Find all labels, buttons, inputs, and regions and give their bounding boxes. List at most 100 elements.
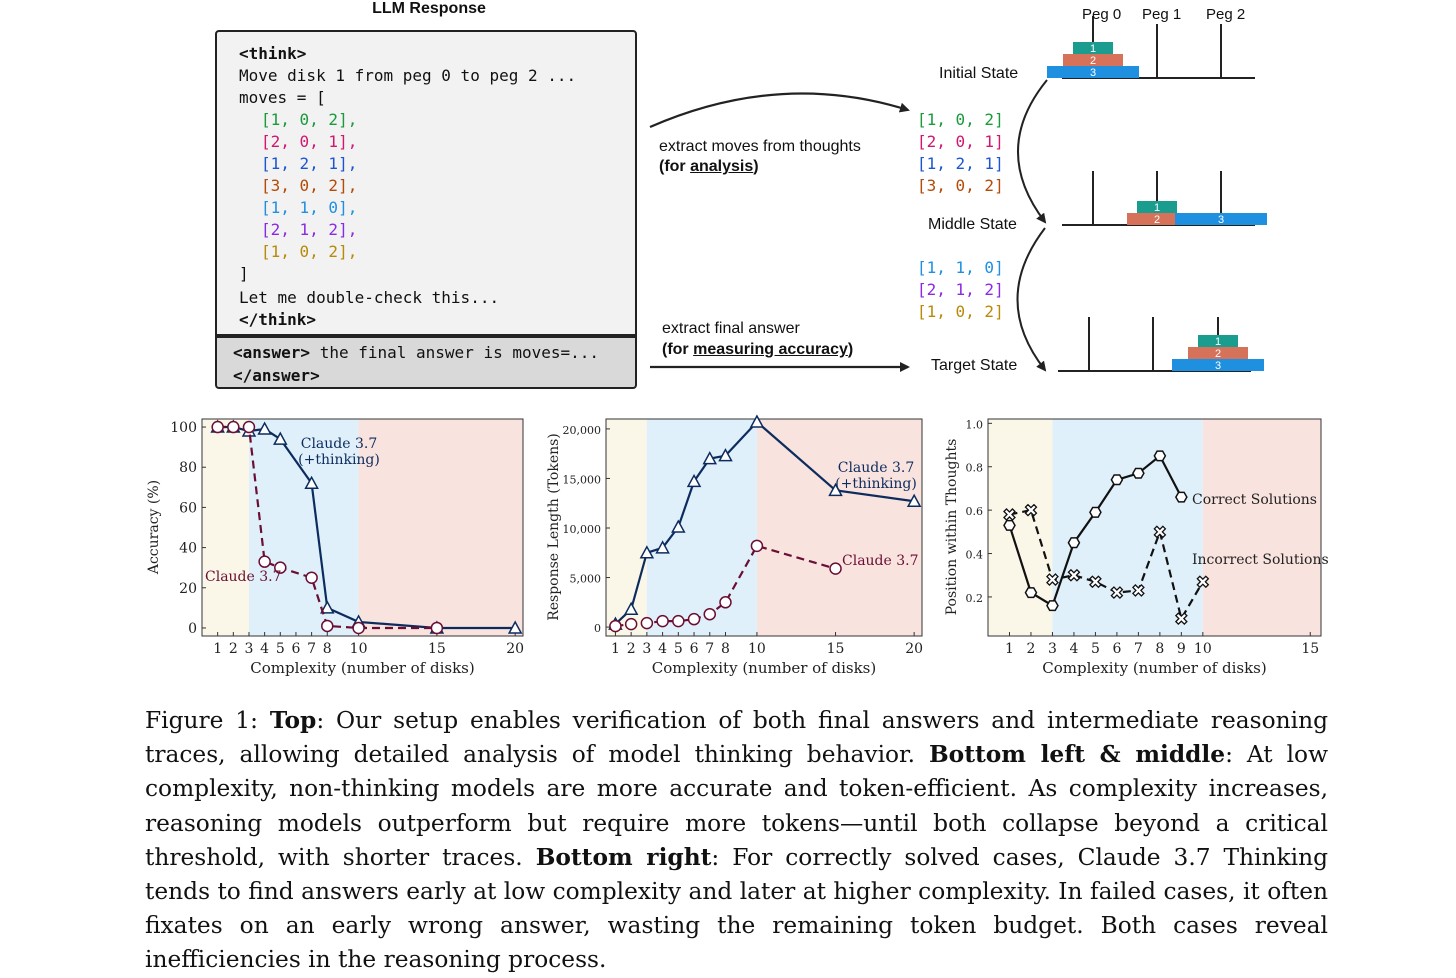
y-tick-label: 1.0 — [966, 418, 984, 431]
disk-1 — [1198, 335, 1238, 347]
move-line: [2, 0, 1], — [261, 132, 358, 151]
y-tick-label: 0 — [594, 622, 601, 635]
disk-3 — [1175, 213, 1267, 225]
x-tick-label: 15 — [428, 641, 446, 657]
data-point — [257, 421, 272, 435]
moves-close: ] — [239, 264, 249, 283]
complexity-region — [988, 419, 1053, 636]
data-point — [258, 555, 271, 568]
data-point — [639, 545, 655, 559]
accuracy-chart: 1 2 3 4 5 6 7 8 10 15 20 0 20 40 60 80 100 Complexity (nu… — [146, 418, 524, 677]
x-axis-label: Complexity (number of disks) — [652, 659, 876, 677]
move-line: [1, 0, 2], — [261, 110, 358, 129]
move-line: [3, 0, 2], — [261, 176, 358, 195]
response-length-chart: 1 2 3 4 5 6 7 8 10 15 20 0 5,000 10,000 15,000 20,000 Co… — [546, 414, 923, 677]
complexity-region — [756, 419, 922, 636]
disk-2 — [1063, 54, 1123, 66]
answer-line: <answer> the final answer is moves=... — [233, 343, 599, 362]
extract-moves-label: extract moves from thoughts — [659, 138, 861, 155]
data-point — [1046, 573, 1059, 586]
series-label: (+thinking) — [298, 452, 380, 468]
data-point — [274, 561, 287, 574]
data-point — [1153, 450, 1167, 462]
x-tick-label: 3 — [1048, 641, 1057, 657]
x-tick-label: 7 — [307, 641, 316, 657]
data-point — [829, 562, 842, 575]
for-accuracy-label: (for measuring accuracy) — [662, 341, 854, 358]
data-point — [1110, 474, 1124, 486]
x-tick-label: 6 — [291, 641, 300, 657]
complexity-region — [358, 419, 523, 636]
figure-caption: Figure 1: Top: Our setup enables verific… — [145, 704, 1328, 978]
disk-label: 2 — [1154, 214, 1160, 226]
initial-state-label: Initial State — [939, 65, 1019, 82]
data-point — [656, 614, 669, 628]
caption-mid-bold: Bottom left & middle — [928, 741, 1226, 769]
x-tick-label: 8 — [721, 641, 730, 657]
x-tick-label: 4 — [1069, 641, 1078, 657]
data-point — [1089, 575, 1102, 589]
data-point — [719, 596, 732, 609]
x-tick-label: 5 — [276, 641, 285, 657]
disk-3 — [1172, 359, 1264, 371]
caption-top-bold: Top — [269, 707, 317, 734]
y-tick-label: 20,000 — [563, 424, 602, 437]
extracted-move: [2, 1, 2] — [917, 280, 1004, 299]
data-point — [227, 420, 240, 434]
data-point — [1067, 568, 1081, 582]
data-point — [749, 414, 765, 428]
data-point — [1153, 525, 1167, 539]
plot-frame — [201, 418, 524, 637]
disk-2 — [1127, 213, 1187, 225]
series-label: Claude 3.7 — [301, 436, 378, 452]
extract-moves-arrow — [649, 92, 910, 129]
data-point — [1174, 491, 1188, 503]
extracted-move: [2, 0, 1] — [917, 132, 1004, 151]
x-tick-label: 6 — [690, 641, 699, 657]
data-point — [1132, 467, 1145, 479]
data-point — [211, 420, 224, 434]
target-state-label: Target State — [931, 357, 1018, 374]
x-tick-label: 8 — [1155, 641, 1164, 657]
x-tick-label: 1 — [213, 641, 222, 657]
x-tick-label: 8 — [323, 641, 332, 657]
series-line — [1009, 508, 1204, 622]
middle-state-label: Middle State — [928, 216, 1017, 233]
y-tick-label: 20 — [179, 581, 197, 597]
x-tick-label: 15 — [1301, 641, 1319, 657]
data-point — [906, 493, 922, 507]
x-tick-label: 15 — [827, 641, 845, 657]
disk-label: 1 — [1154, 202, 1160, 214]
series-line — [217, 425, 516, 630]
disk-label: 3 — [1090, 67, 1096, 79]
data-point — [623, 601, 639, 615]
x-tick-label: 10 — [748, 641, 766, 657]
caption-mid-text: : At low complexity, non-thinking models… — [145, 741, 1329, 871]
y-axis-label: Position within Thoughts — [944, 439, 960, 616]
caption-right-bold: Bottom right — [535, 843, 712, 871]
series-line — [615, 544, 836, 628]
data-point — [655, 540, 670, 554]
figure-label: Figure 1: — [145, 707, 258, 734]
complexity-region — [606, 419, 647, 636]
x-tick-label: 3 — [245, 641, 254, 657]
think-block: <think> Move disk 1 from peg 0 to peg 2 … — [215, 30, 637, 336]
disk-1 — [1137, 201, 1177, 213]
moves-open: moves = [ — [239, 88, 326, 107]
data-point — [1131, 584, 1145, 597]
x-tick-label: 5 — [1091, 641, 1100, 657]
disk-3 — [1047, 66, 1139, 78]
y-tick-label: 60 — [179, 500, 197, 516]
series-label: Incorrect Solutions — [1192, 552, 1329, 568]
data-point — [686, 473, 702, 488]
data-point — [702, 451, 718, 465]
extract-final-label: extract final answer — [662, 320, 800, 337]
data-point — [1089, 506, 1102, 518]
y-tick-label: 0.6 — [966, 505, 984, 518]
complexity-region — [1202, 419, 1321, 636]
y-tick-label: 10,000 — [563, 523, 602, 536]
x-tick-label: 1 — [611, 641, 620, 657]
data-point — [321, 619, 334, 633]
data-point — [1110, 586, 1124, 600]
